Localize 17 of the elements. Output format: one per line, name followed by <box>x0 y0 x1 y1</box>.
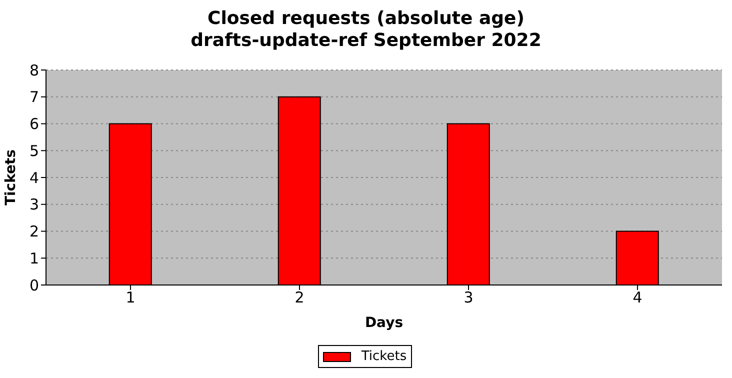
x-tick-label: 1 <box>126 288 136 307</box>
y-tick-label: 3 <box>29 196 39 214</box>
y-axis-title: Tickets <box>2 149 19 206</box>
y-tick-label: 4 <box>29 168 39 187</box>
y-tick-label: 5 <box>29 142 39 160</box>
y-tick-label: 8 <box>29 61 39 80</box>
x-tick-label: 4 <box>632 288 642 307</box>
y-tick-label: 2 <box>29 222 39 241</box>
chart-title: Closed requests (absolute age) drafts-update-ref September 2022 <box>190 8 542 52</box>
x-axis-title: Days <box>364 315 404 331</box>
x-tick-label: 2 <box>294 288 304 307</box>
x-tick-label: 3 <box>464 288 474 307</box>
y-tick-label: 0 <box>29 276 39 294</box>
y-tick-label: 6 <box>29 115 39 134</box>
y-tick-label: 1 <box>29 249 39 268</box>
legend-label: Tickets <box>361 349 407 364</box>
y-tick-label: 7 <box>29 88 39 106</box>
